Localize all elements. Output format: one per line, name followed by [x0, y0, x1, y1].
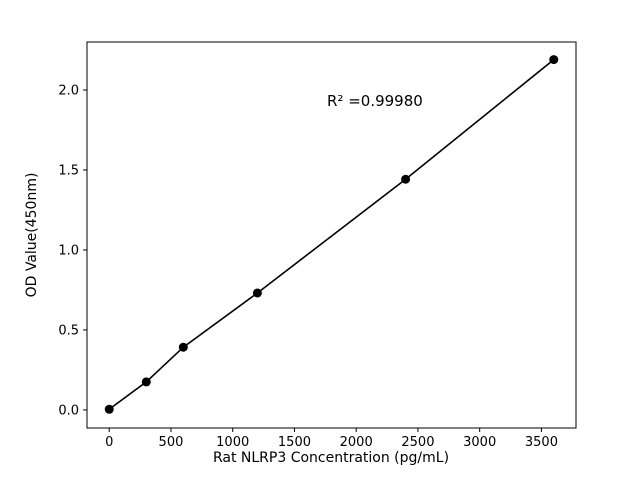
data-point: [252, 288, 262, 298]
r-squared-annotation: R² =0.99980: [327, 92, 423, 110]
y-tick-label: 1.0: [58, 243, 79, 258]
y-tick-label: 2.0: [58, 83, 79, 98]
x-tick-label: 0: [105, 435, 113, 450]
data-point: [178, 342, 188, 352]
x-tick-label: 3500: [525, 435, 558, 450]
plot-area: 0 500 1000 1500 2000 2500 3000 3500 0.0 0.5 1.0 1.5…: [58, 41, 577, 450]
data-point: [549, 55, 559, 65]
data-point: [401, 174, 411, 184]
y-tick-label: 0.0: [58, 403, 79, 418]
x-tick-label: 1000: [216, 435, 249, 450]
y-tick-label: 1.5: [58, 163, 79, 178]
x-tick-label: 500: [159, 435, 184, 450]
fit-line: [108, 58, 555, 410]
data-point: [141, 377, 151, 387]
y-axis-label: OD Value(450nm): [24, 173, 40, 298]
plot-border: [86, 41, 577, 429]
y-tick-label: 0.5: [58, 323, 79, 338]
data-point: [104, 404, 114, 414]
x-axis-label: Rat NLRP3 Concentration (pg/mL): [213, 450, 449, 466]
x-tick-label: 2000: [340, 435, 373, 450]
x-tick-label: 3000: [463, 435, 496, 450]
x-tick-label: 1500: [278, 435, 311, 450]
x-tick-label: 2500: [401, 435, 434, 450]
